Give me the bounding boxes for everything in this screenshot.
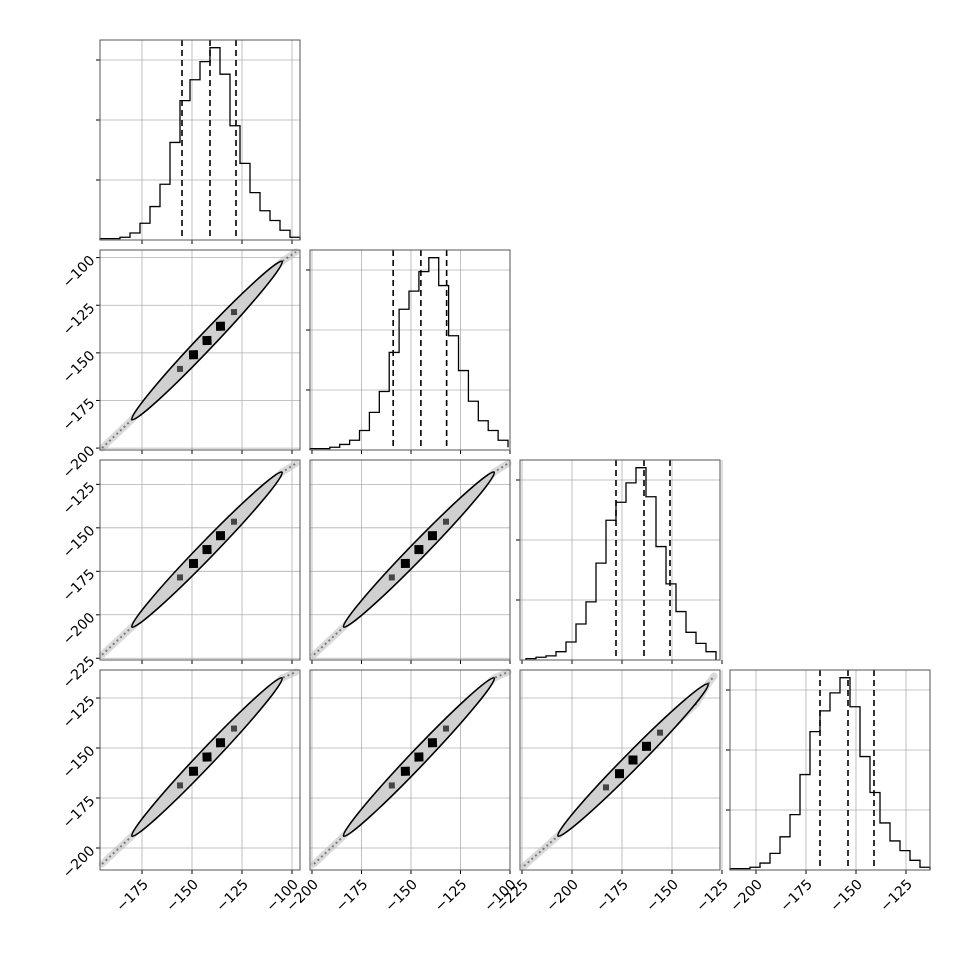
y-tick-label: −200 [60,843,99,882]
panel-frame [99,669,301,871]
density-core [427,531,438,541]
density-core [176,782,184,789]
panel-frame [729,669,931,871]
x-tick-label: −175 [777,877,816,916]
density-core [215,531,226,541]
density-core [202,544,212,555]
x-tick-label: −125 [877,877,916,916]
marginal-panel-2 [516,459,723,664]
density-core [602,784,610,791]
x-tick-label: −125 [213,877,252,916]
panel-frame [99,39,301,241]
x-tick-label: −150 [827,877,866,916]
x-tick-label: −200 [727,877,766,916]
x-tick-label: −200 [543,877,582,916]
density-core [215,321,226,331]
panel-frame [99,459,301,661]
density-core [230,725,238,732]
histogram-step [729,677,931,870]
panel-frame [99,249,301,451]
y-tick-label: −175 [60,396,99,435]
density-core [176,365,184,373]
y-tick-label: −150 [60,743,99,782]
marginal-panel-3 [726,669,931,874]
density-core [230,518,238,525]
density-core [188,350,199,360]
marginal-panel-0 [96,39,301,244]
density-core [641,741,652,751]
pair-panel-3-2 [519,669,723,874]
density-core [188,766,199,776]
x-tick-label: −175 [593,877,632,916]
pair-panel-1-0 [96,248,301,454]
x-tick-label: −125 [693,877,732,916]
y-tick-label: −150 [60,523,99,562]
y-tick-label: −125 [60,479,99,518]
y-tick-label: −175 [60,793,99,832]
histogram-step [309,257,509,450]
x-tick-label: −150 [382,877,421,916]
y-tick-label: −200 [60,610,99,649]
density-core [442,725,450,732]
panel-frame [519,459,721,661]
x-tick-label: −150 [643,877,682,916]
pair-panel-3-1 [309,668,512,874]
density-core [427,738,438,748]
density-core [388,782,395,789]
density-core [400,558,410,569]
y-tick-label: −225 [60,653,99,692]
density-core [176,574,184,581]
panel-frame [519,669,721,871]
density-core [202,752,212,762]
density-core [400,766,410,776]
x-tick-label: −125 [432,877,471,916]
density-core [215,738,226,748]
density-core [628,755,638,765]
y-tick-label: −125 [60,300,99,339]
marginal-panel-1 [306,249,511,454]
histogram-step [99,47,301,240]
density-core [188,558,199,569]
y-tick-label: −100 [60,253,99,292]
pair-panel-2-0 [96,459,301,664]
density-core [388,574,395,581]
x-tick-label: −175 [113,877,152,916]
density-core [414,752,424,762]
density-core [656,729,664,736]
panel-frame [309,669,511,871]
x-tick-label: −175 [333,877,372,916]
density-core [202,335,212,346]
pair-panel-3-0 [96,668,301,874]
density-core [414,545,424,555]
y-tick-label: −200 [60,443,99,482]
x-tick-label: −150 [163,877,202,916]
density-core [442,518,450,525]
density-core [614,769,625,779]
y-tick-label: −125 [60,693,99,732]
panel-frame [309,249,511,451]
pair-panel-2-1 [309,459,512,664]
y-tick-label: −150 [60,348,99,387]
histogram-step [525,467,717,660]
panel-frame [309,459,511,661]
density-core [230,308,238,316]
y-tick-label: −175 [60,566,99,605]
